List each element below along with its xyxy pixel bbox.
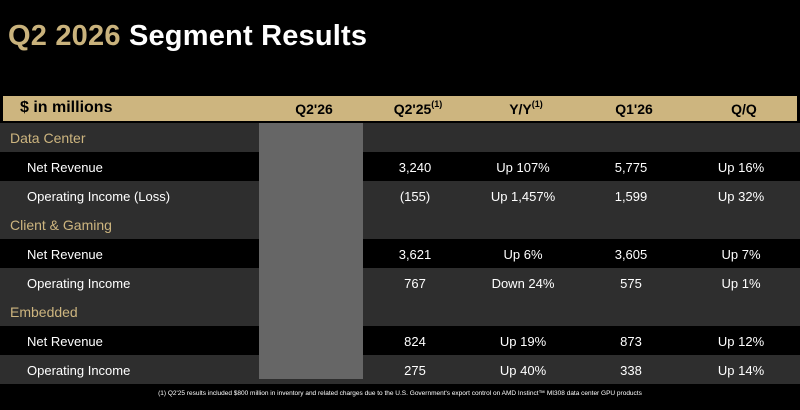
row-value: 1,599: [614, 189, 648, 204]
row-label: Operating Income (Loss): [27, 189, 171, 204]
row-value: Up 6%: [503, 247, 543, 262]
row-value: 3,605: [614, 247, 648, 262]
section-label: Data Center: [10, 130, 86, 146]
row-value: 338: [620, 363, 642, 378]
row-value: Up 7%: [721, 247, 761, 262]
row-value: Up 40%: [499, 363, 547, 378]
table-header: $ in millions Q2'26 Q2'25(1) Y/Y(1) Q1'2…: [3, 96, 797, 121]
header-yy: Y/Y(1): [509, 99, 543, 117]
row-value: Up 14%: [717, 363, 765, 378]
row-value: Up 1%: [721, 276, 761, 291]
current-quarter-highlight: [259, 123, 363, 379]
table-row: Operating Income (Loss)2,103(155)Up 1,45…: [0, 181, 800, 210]
title-quarter: Q2 2026: [8, 20, 121, 52]
row-value: 873: [620, 334, 642, 349]
row-value: (155): [399, 189, 431, 204]
row-value: Up 1,457%: [490, 189, 556, 204]
row-label: Net Revenue: [27, 160, 103, 175]
page-title: Q2 2026 Segment Results: [8, 20, 367, 53]
section-row: Data Center: [0, 123, 800, 152]
header-q2-25-footnote-ref: (1): [431, 99, 443, 109]
header-units: $ in millions: [20, 99, 113, 116]
row-value: 767: [404, 276, 426, 291]
row-value: Up 16%: [717, 160, 765, 175]
section-label: Embedded: [10, 304, 78, 320]
row-value: 3,240: [398, 160, 432, 175]
row-value: Up 32%: [717, 189, 765, 204]
row-value: 3,621: [398, 247, 432, 262]
row-value: 5,775: [614, 160, 648, 175]
row-label: Net Revenue: [27, 334, 103, 349]
header-yy-footnote-ref: (1): [531, 99, 543, 109]
row-value: 824: [404, 334, 426, 349]
row-value: Up 19%: [499, 334, 547, 349]
header-q1-26: Q1'26: [615, 101, 653, 117]
row-value: Up 107%: [496, 160, 550, 175]
row-label: Operating Income: [27, 363, 131, 378]
header-q2-26: Q2'26: [295, 101, 333, 117]
row-value: 275: [404, 363, 426, 378]
title-rest: Segment Results: [128, 20, 368, 52]
section-row: Client & Gaming: [0, 210, 800, 239]
row-label: Operating Income: [27, 276, 131, 291]
footnote: (1) Q2'25 results included $800 million …: [158, 390, 642, 397]
row-value: Down 24%: [491, 276, 555, 291]
header-qq: Q/Q: [731, 101, 757, 117]
section-row: Embedded: [0, 297, 800, 326]
section-label: Client & Gaming: [10, 217, 112, 233]
row-value: Up 12%: [717, 334, 765, 349]
row-value: 575: [620, 276, 642, 291]
row-label: Net Revenue: [27, 247, 103, 262]
header-q2-25: Q2'25(1): [393, 99, 443, 117]
